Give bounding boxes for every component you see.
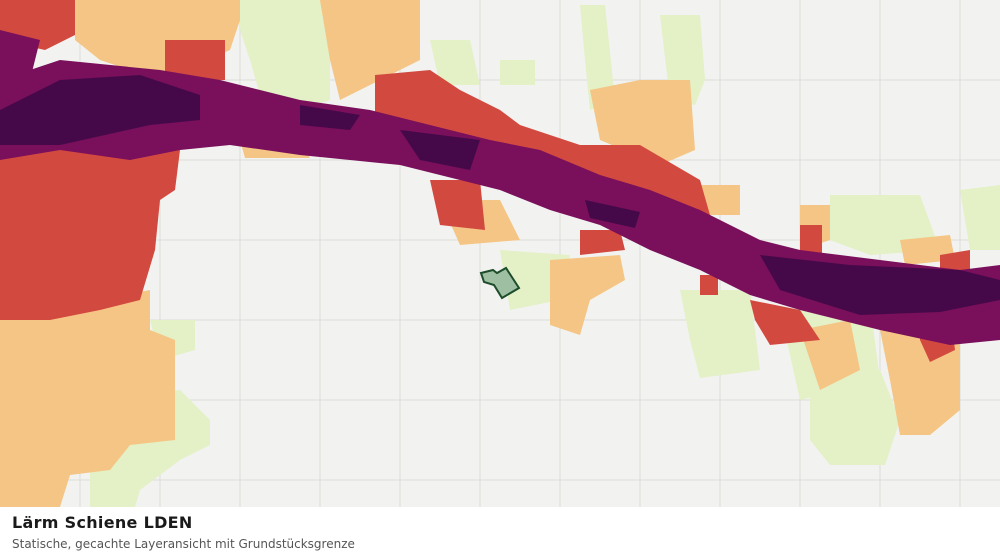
caption: Lärm Schiene LDEN Statische, gecachte La… [0,507,1000,560]
noise-zone-very-high [0,30,1000,345]
parcel-boundary [479,266,521,300]
map-subtitle: Statische, gecachte Layeransicht mit Gru… [12,537,355,551]
noise-zone-extreme [0,75,1000,315]
noise-zone-high [0,0,970,362]
noise-zone-low [0,0,1000,507]
map [0,0,1000,507]
map-title: Lärm Schiene LDEN [12,513,193,532]
